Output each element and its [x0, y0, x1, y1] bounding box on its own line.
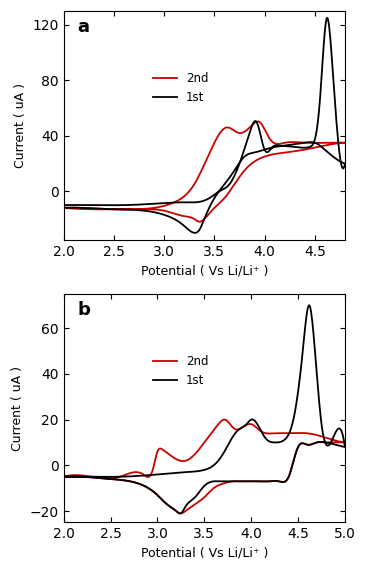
Line: 2nd: 2nd [63, 420, 345, 513]
1st [310, 317, 315, 324]
1st [289, 143, 294, 150]
2nd [237, 478, 242, 485]
Legend: 2nd, 1st: 2nd, 1st [148, 350, 213, 391]
2nd [174, 211, 179, 218]
1st [193, 230, 197, 236]
2nd [61, 473, 66, 480]
Line: 1st: 1st [63, 305, 345, 513]
1st [178, 510, 182, 517]
2nd [290, 139, 294, 146]
2nd [179, 510, 183, 517]
Y-axis label: Current ( uA ): Current ( uA ) [11, 365, 24, 451]
1st [184, 224, 189, 231]
1st [61, 473, 66, 480]
Line: 1st: 1st [63, 18, 345, 233]
2nd [61, 204, 66, 211]
1st [61, 204, 66, 211]
1st [325, 14, 329, 21]
1st [174, 508, 179, 514]
2nd [222, 416, 226, 423]
1st [119, 202, 123, 208]
1st [237, 159, 242, 166]
2nd [184, 213, 189, 220]
1st [61, 473, 66, 480]
X-axis label: Potential ( Vs Li/Li⁺ ): Potential ( Vs Li/Li⁺ ) [141, 547, 268, 560]
2nd [310, 431, 315, 437]
2nd [256, 118, 260, 125]
Y-axis label: Current ( uA ): Current ( uA ) [14, 83, 27, 168]
1st [119, 473, 123, 480]
2nd [119, 473, 123, 480]
2nd [61, 473, 66, 480]
Text: b: b [78, 301, 91, 319]
1st [185, 501, 189, 508]
2nd [237, 174, 242, 180]
2nd [197, 218, 202, 225]
1st [237, 478, 242, 485]
2nd [174, 508, 179, 514]
1st [307, 302, 311, 309]
Line: 2nd: 2nd [63, 122, 345, 222]
2nd [310, 139, 315, 146]
1st [309, 143, 314, 150]
Text: a: a [78, 18, 90, 36]
1st [61, 202, 66, 208]
2nd [290, 430, 294, 437]
Legend: 2nd, 1st: 2nd, 1st [148, 67, 213, 108]
2nd [61, 204, 66, 211]
1st [289, 424, 294, 431]
2nd [119, 206, 123, 212]
1st [174, 217, 179, 224]
X-axis label: Potential ( Vs Li/Li⁺ ): Potential ( Vs Li/Li⁺ ) [141, 264, 268, 277]
2nd [185, 506, 189, 513]
